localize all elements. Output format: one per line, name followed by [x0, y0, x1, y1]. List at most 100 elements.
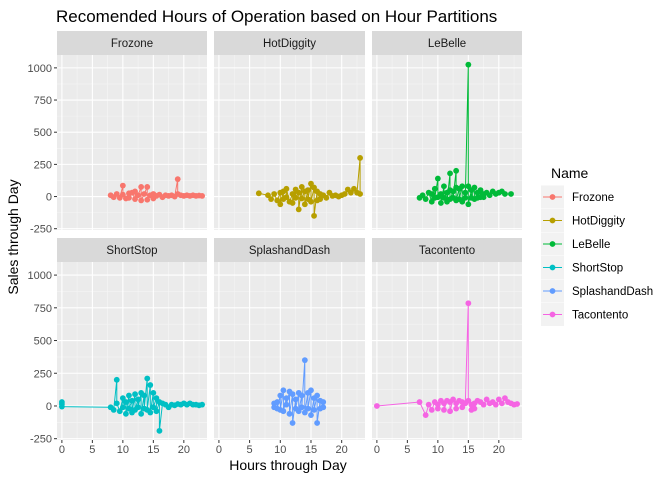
data-point	[255, 190, 262, 197]
data-point	[58, 403, 65, 410]
data-point	[283, 194, 290, 201]
data-point	[480, 194, 487, 201]
data-point	[301, 201, 308, 208]
data-point	[447, 170, 453, 177]
data-point	[317, 196, 324, 203]
facet-strip-label: HotDiggity	[263, 38, 316, 50]
facet-strip-label: LeBelle	[428, 38, 466, 50]
y-tick-label: 750	[34, 303, 52, 315]
data-point	[280, 387, 287, 394]
data-point	[110, 406, 117, 413]
data-point	[126, 194, 132, 201]
data-point	[295, 408, 302, 415]
y-tick-label: 500	[34, 127, 52, 139]
data-point	[126, 392, 132, 399]
data-point	[292, 396, 299, 403]
data-point	[129, 397, 135, 404]
data-point	[141, 392, 148, 399]
data-point	[289, 200, 296, 206]
legend-label: HotDiggity	[572, 216, 625, 228]
legend-label: Tacontento	[572, 310, 628, 322]
data-point	[416, 399, 423, 405]
data-point	[453, 167, 460, 174]
data-point	[492, 401, 499, 408]
y-tick-label: 500	[34, 336, 52, 348]
data-point	[425, 401, 432, 408]
data-point	[119, 182, 126, 189]
data-point	[311, 184, 317, 191]
panel-background	[57, 55, 207, 230]
x-tick-label: 10	[432, 444, 444, 456]
data-point	[295, 206, 302, 213]
data-point	[434, 175, 441, 182]
data-point	[141, 191, 148, 197]
data-point	[508, 191, 514, 197]
data-point	[138, 197, 145, 204]
facet-strip	[214, 31, 365, 55]
panel-hotdiggity: HotDiggity	[214, 31, 365, 230]
data-point	[465, 61, 472, 68]
data-point	[123, 410, 129, 417]
data-point	[357, 191, 363, 197]
legend-entry-shortstop: ShortStop	[541, 256, 623, 279]
legend-key-point	[549, 264, 556, 271]
data-point	[502, 395, 508, 402]
data-point	[283, 395, 290, 402]
data-point	[311, 406, 317, 413]
data-point	[438, 200, 444, 206]
legend-entry-tacontento: Tacontento	[541, 303, 628, 326]
data-point	[144, 183, 151, 190]
data-point	[199, 401, 206, 408]
data-point	[314, 392, 321, 399]
data-point	[301, 357, 308, 364]
data-point	[289, 391, 296, 398]
data-point	[274, 197, 281, 204]
data-point	[483, 396, 490, 403]
data-point	[308, 180, 314, 187]
chart-title: Recomended Hours of Operation based on H…	[56, 7, 497, 26]
facet-strip-label: Tacontento	[419, 245, 475, 257]
data-point	[347, 189, 354, 196]
x-tick-label: 20	[336, 444, 348, 456]
data-point	[305, 187, 311, 194]
data-point	[277, 392, 284, 399]
x-tick-label: 15	[147, 444, 159, 456]
data-point	[292, 194, 299, 201]
data-point	[283, 401, 290, 408]
data-point	[283, 185, 290, 192]
data-point	[311, 212, 317, 219]
data-point	[289, 420, 296, 426]
legend-key-point	[549, 217, 556, 224]
data-point	[462, 194, 469, 201]
legend-entry-splashanddash: SplashandDash	[541, 279, 653, 303]
data-point	[428, 406, 435, 413]
data-point	[289, 191, 296, 197]
data-point	[498, 400, 505, 407]
legend-key-point	[549, 194, 556, 200]
y-tick-label: 0	[46, 192, 52, 204]
data-point	[480, 401, 487, 408]
data-point	[502, 191, 508, 197]
data-point	[298, 195, 305, 202]
data-point	[450, 396, 456, 403]
legend-entry-hotdiggity: HotDiggity	[541, 209, 625, 232]
y-tick-label: 1000	[28, 270, 52, 282]
y-axis-title: Sales through Day	[5, 179, 21, 294]
legend-label: Frozone	[572, 192, 614, 204]
data-point	[308, 387, 314, 394]
panel-background	[372, 262, 522, 440]
legend-title: Name	[551, 165, 589, 181]
facet-strip-label: Frozone	[111, 38, 153, 50]
data-point	[147, 382, 154, 388]
data-point	[144, 375, 151, 382]
data-point	[138, 410, 145, 417]
data-point	[150, 389, 157, 396]
data-point	[434, 405, 441, 412]
data-point	[441, 406, 447, 413]
data-point	[150, 404, 157, 411]
legend-entry-frozone: Frozone	[541, 185, 614, 209]
data-point	[305, 405, 311, 412]
legend-key-point	[549, 288, 556, 294]
data-point	[298, 392, 305, 399]
data-point	[447, 408, 453, 415]
